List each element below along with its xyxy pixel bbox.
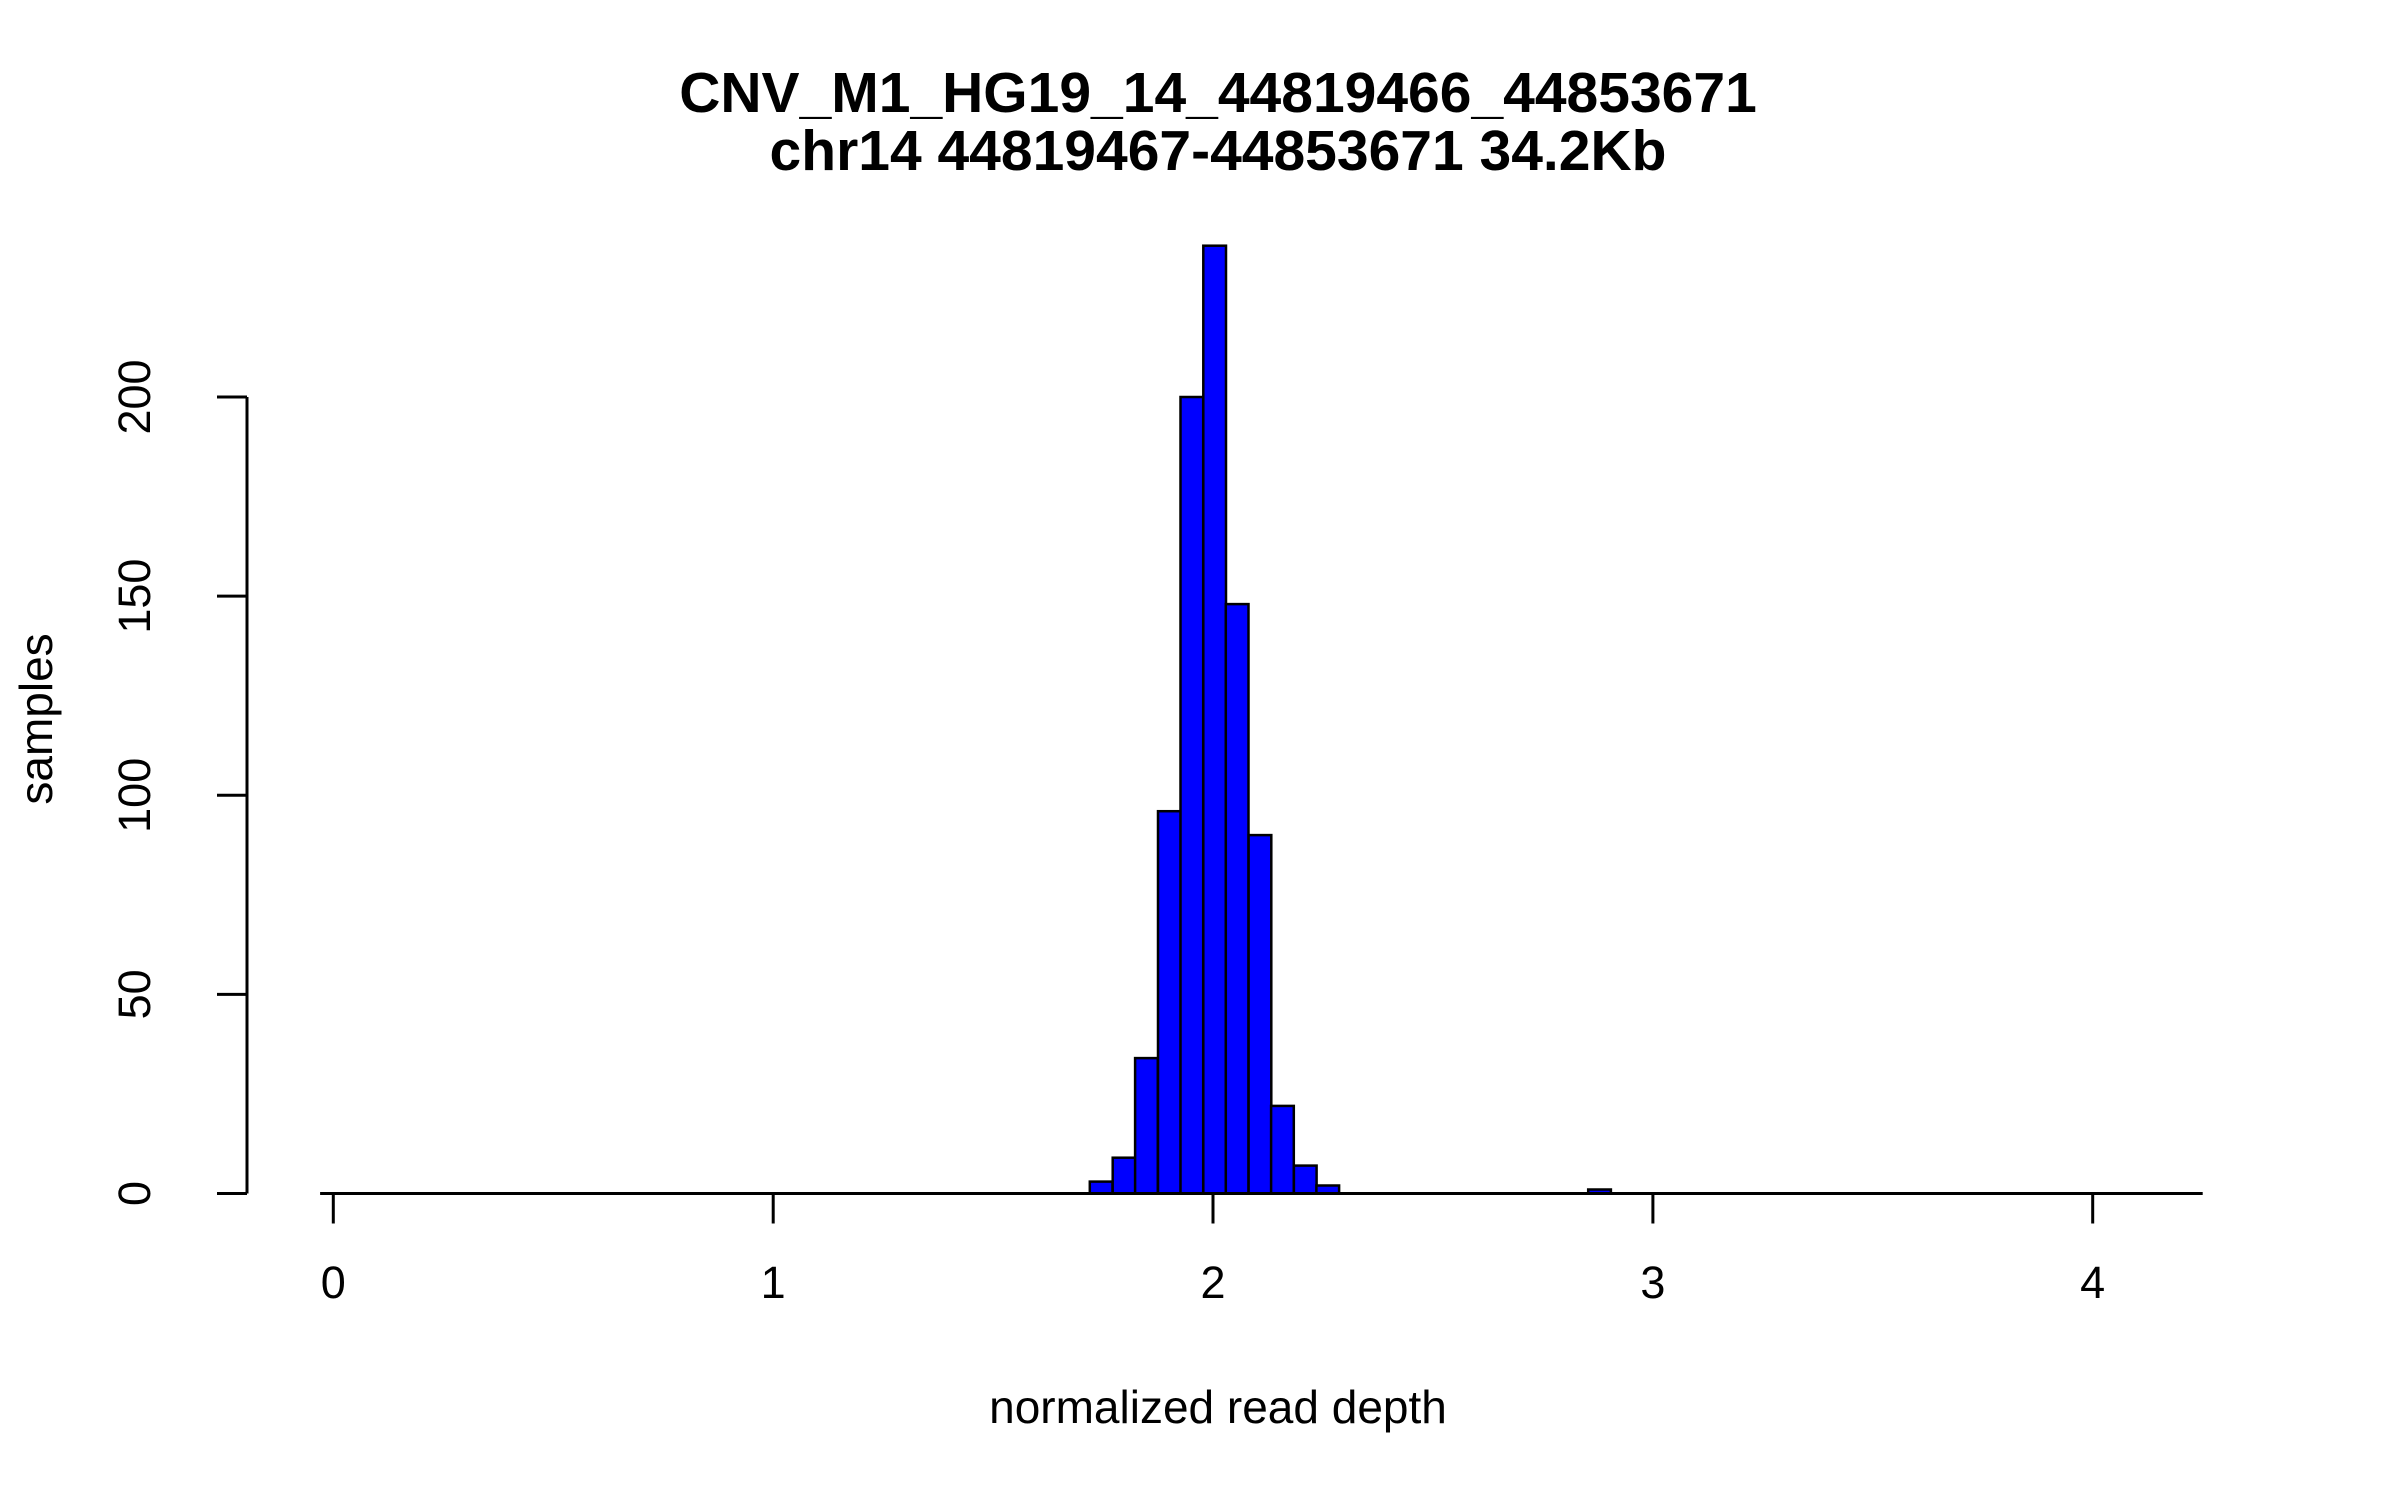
y-tick-label: 200 bbox=[109, 359, 160, 434]
histogram-bar bbox=[1202, 244, 1228, 1195]
y-tick-label: 0 bbox=[109, 1181, 160, 1206]
x-tick-label: 1 bbox=[761, 1257, 786, 1308]
y-axis: 0 50 100 150 200 bbox=[109, 359, 249, 1206]
x-axis: 0 1 2 3 4 bbox=[320, 1192, 2203, 1308]
chart-title: CNV_M1_HG19_14_44819466_44853671 bbox=[679, 61, 1757, 125]
histogram-bar bbox=[1247, 833, 1273, 1195]
histogram-bar bbox=[1292, 1164, 1318, 1195]
chart-subtitle: chr14 44819467-44853671 34.2Kb bbox=[770, 119, 1667, 183]
histogram-bar bbox=[1224, 602, 1250, 1195]
x-tick-label: 2 bbox=[1200, 1257, 1225, 1308]
y-axis-title: samples bbox=[10, 633, 62, 804]
histogram-bars bbox=[1088, 244, 1613, 1195]
histogram-bar bbox=[1179, 395, 1205, 1195]
histogram-bar bbox=[1269, 1104, 1296, 1195]
x-tick-label: 4 bbox=[2080, 1257, 2105, 1308]
y-tick-label: 150 bbox=[109, 559, 160, 634]
histogram-bar bbox=[1156, 809, 1182, 1195]
x-axis-title: normalized read depth bbox=[989, 1381, 1447, 1433]
histogram-bar bbox=[1133, 1056, 1160, 1195]
y-tick-label: 100 bbox=[109, 758, 160, 833]
x-tick-label: 0 bbox=[321, 1257, 346, 1308]
y-tick-label: 50 bbox=[109, 969, 160, 1019]
histogram-bar bbox=[1111, 1156, 1137, 1195]
x-tick-label: 3 bbox=[1640, 1257, 1665, 1308]
histogram-bar bbox=[1088, 1180, 1114, 1195]
